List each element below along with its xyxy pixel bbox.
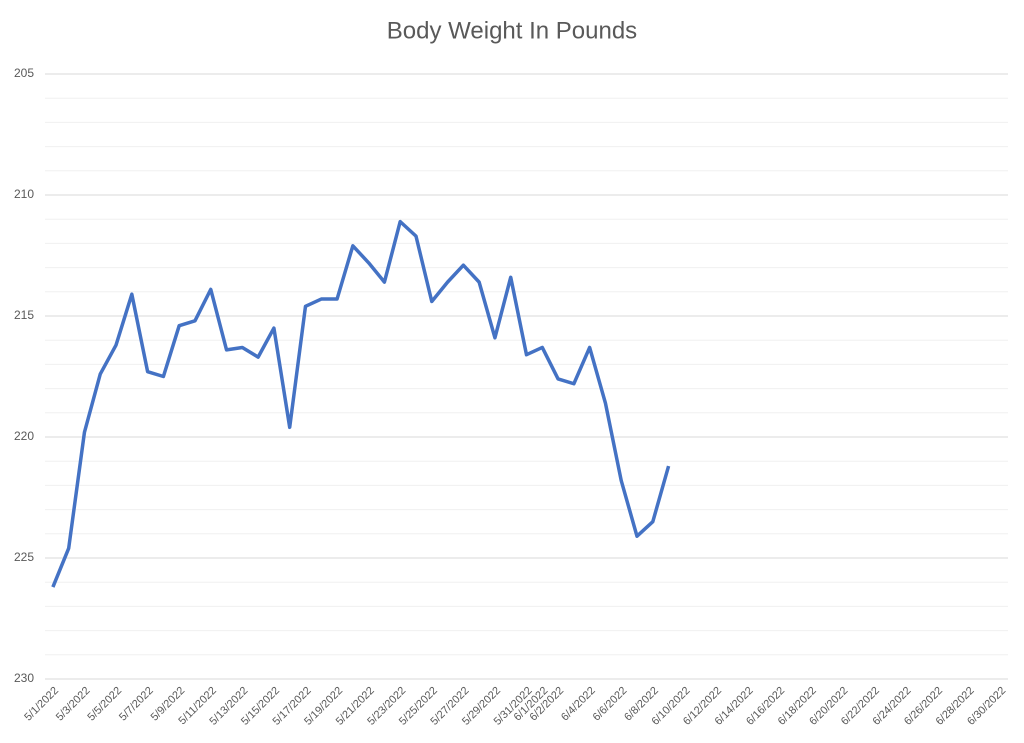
y-tick-label: 205 bbox=[14, 66, 34, 80]
y-tick-label: 225 bbox=[14, 550, 34, 564]
y-tick-label: 230 bbox=[14, 671, 34, 685]
chart-title: Body Weight In Pounds bbox=[387, 17, 637, 44]
y-tick-label: 220 bbox=[14, 429, 34, 443]
data-line bbox=[51, 219, 671, 588]
y-tick-label: 210 bbox=[14, 187, 34, 201]
y-tick-label: 215 bbox=[14, 308, 34, 322]
